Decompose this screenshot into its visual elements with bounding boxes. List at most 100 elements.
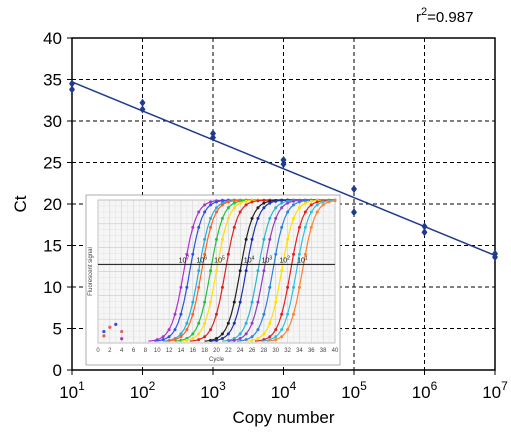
amplification-point — [226, 332, 230, 336]
amplification-point — [185, 252, 189, 256]
inset-noise-point — [114, 322, 118, 327]
inset-x-tick-label: 32 — [284, 348, 291, 354]
amplification-point — [292, 285, 296, 289]
amplification-point — [250, 338, 254, 342]
amplification-point — [280, 201, 284, 205]
amplification-point — [203, 252, 207, 256]
amplification-point — [209, 216, 213, 220]
inset-x-tick-label: 36 — [308, 348, 315, 354]
inset-x-tick-label: 34 — [296, 348, 303, 354]
data-point — [69, 85, 75, 94]
amplification-point — [197, 338, 201, 342]
x-tick-label: 106 — [412, 379, 438, 402]
amplification-point — [315, 210, 319, 214]
threshold-label: 101 — [297, 255, 308, 264]
amplification-point — [173, 312, 177, 316]
threshold-label: 102 — [279, 255, 290, 264]
amplification-point — [238, 337, 242, 341]
data-points — [69, 79, 498, 262]
amplification-point — [232, 199, 236, 203]
r2-base: r — [416, 9, 421, 26]
amplification-point — [315, 200, 319, 204]
amplification-point — [309, 203, 313, 207]
amplification-point — [274, 328, 278, 332]
amplification-point — [209, 300, 213, 304]
amplification-point — [215, 200, 218, 204]
amplification-point — [209, 203, 213, 207]
amplification-point — [220, 237, 224, 241]
threshold-label: 105 — [214, 255, 225, 264]
amplification-point — [262, 312, 266, 316]
amplification-point — [274, 206, 278, 210]
amplification-point — [185, 338, 189, 342]
amplification-point — [209, 269, 213, 273]
amplification-point — [297, 206, 301, 210]
amplification-point — [220, 337, 224, 341]
amplification-point — [244, 332, 248, 336]
inset-noise-point — [102, 329, 106, 334]
amplification-point — [220, 216, 224, 220]
amplification-point — [256, 199, 260, 203]
amplification-point — [250, 335, 254, 339]
amplification-point — [274, 338, 278, 342]
amplification-point — [286, 210, 290, 214]
amplification-point — [197, 285, 201, 289]
amplification-point — [274, 335, 278, 339]
amplification-point — [250, 200, 254, 204]
amplification-point — [303, 225, 307, 229]
amplification-point — [292, 203, 296, 207]
amplification-point — [232, 338, 236, 342]
amplification-point — [297, 200, 301, 204]
amplification-point — [179, 332, 183, 336]
data-point — [421, 222, 428, 231]
data-point — [210, 133, 216, 142]
amplification-point — [238, 210, 242, 214]
inset-noise-point — [102, 334, 106, 338]
amplification-point — [256, 206, 260, 210]
amplification-point — [256, 328, 260, 332]
amplification-point — [333, 199, 337, 203]
y-axis-label: Ct — [11, 195, 30, 212]
amplification-point — [303, 210, 307, 214]
amplification-point — [185, 321, 189, 325]
data-point — [139, 105, 146, 114]
amplification-point — [209, 225, 213, 229]
data-point — [492, 249, 498, 258]
y-tick-label: 5 — [53, 320, 62, 339]
amplification-point — [297, 285, 301, 289]
data-point — [139, 98, 146, 107]
amplification-point — [262, 206, 266, 210]
threshold-label: 106 — [196, 255, 207, 264]
amplification-point — [173, 328, 177, 332]
amplification-point — [232, 201, 236, 205]
inset-x-axis-label: Cycle — [209, 357, 225, 363]
amplification-point — [203, 321, 207, 325]
amplification-point — [244, 321, 248, 325]
amplification-point — [215, 237, 218, 241]
amplification-point — [268, 335, 272, 339]
amplification-point — [191, 300, 195, 304]
amplification-point — [256, 216, 260, 220]
amplification-point — [303, 252, 307, 256]
amplification-point — [262, 237, 266, 241]
amplification-point — [286, 285, 290, 289]
amplification-point — [185, 285, 189, 289]
amplification-point — [256, 337, 260, 341]
amplification-point — [262, 269, 266, 273]
amplification-curve-14 — [254, 199, 336, 342]
amplification-point — [309, 225, 313, 229]
amplification-point — [262, 201, 266, 205]
amplification-point — [191, 252, 195, 256]
amplification-point — [238, 269, 242, 273]
inset-x-tick-label: 30 — [272, 348, 279, 354]
amplification-point — [262, 332, 266, 336]
amplification-point — [215, 206, 218, 210]
amplification-point — [220, 332, 224, 336]
amplification-point — [197, 210, 201, 214]
amplification-point — [292, 199, 296, 203]
amplification-curve-13 — [246, 199, 335, 342]
amplification-point — [286, 201, 290, 205]
amplification-point — [292, 216, 296, 220]
